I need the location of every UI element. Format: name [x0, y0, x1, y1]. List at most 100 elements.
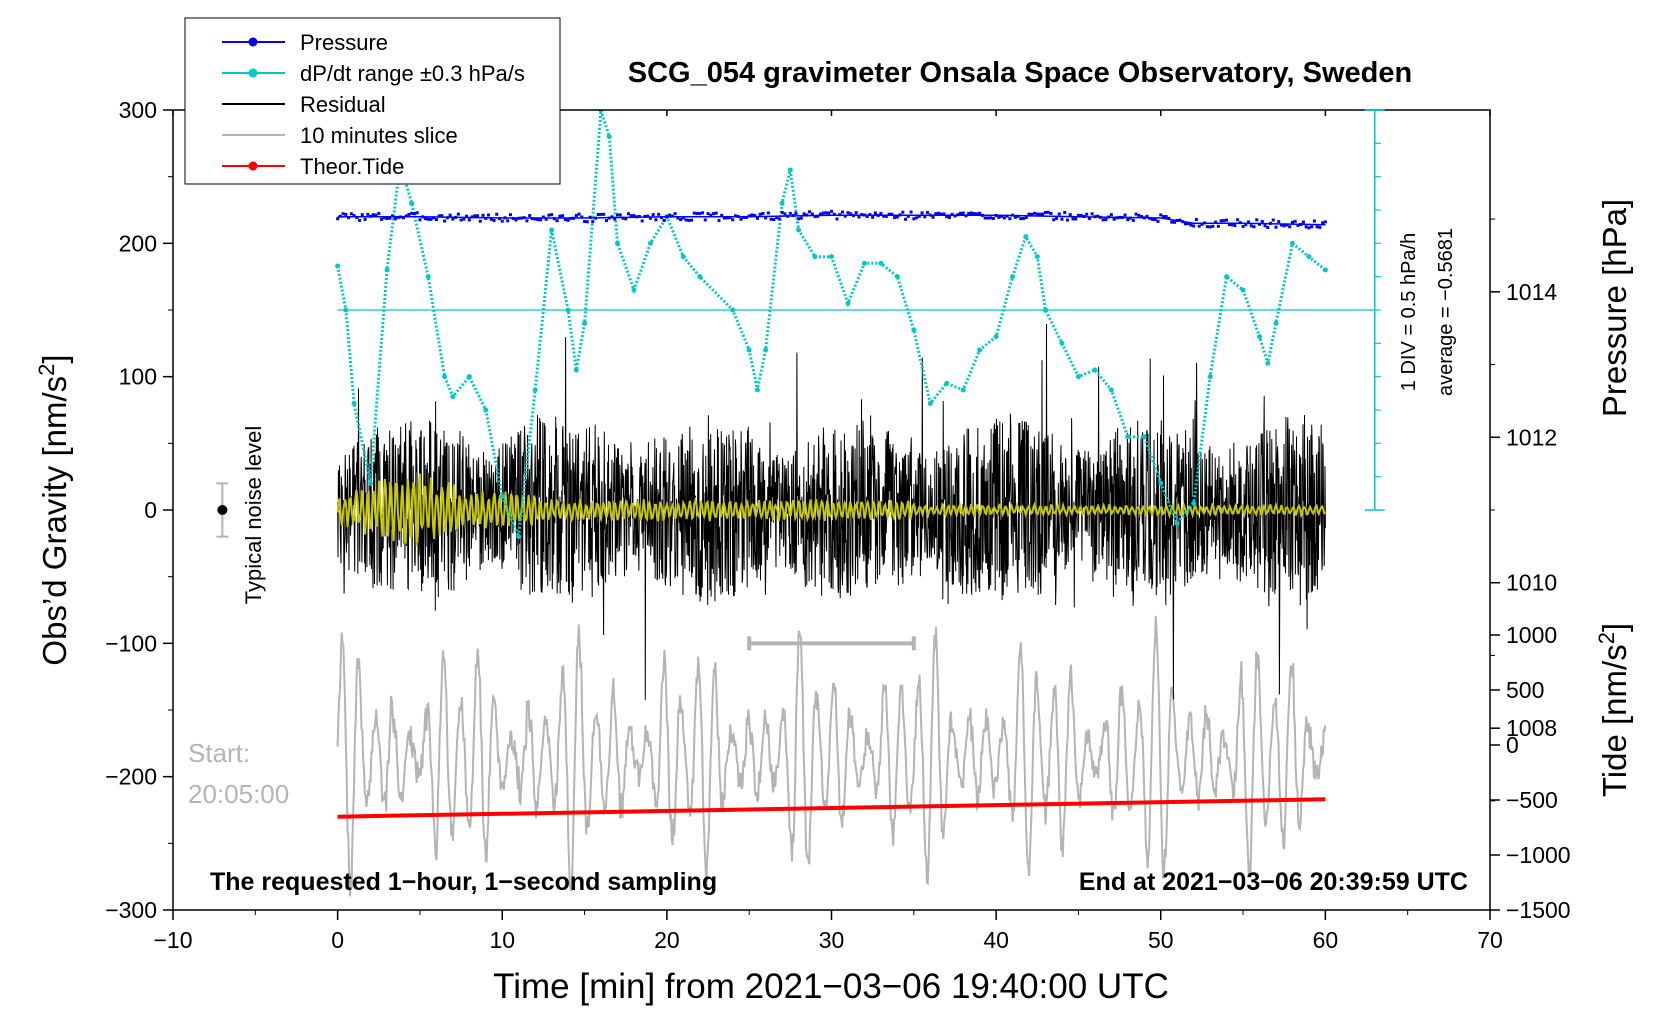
- pressure-point: [1249, 224, 1253, 228]
- pressure-point: [341, 212, 345, 216]
- pressure-point: [692, 211, 696, 215]
- pressure-point: [1192, 224, 1196, 228]
- pressure-point: [437, 214, 441, 218]
- tide-tick-label: 1000: [1506, 622, 1557, 648]
- pressure-point: [1200, 222, 1204, 226]
- pressure-point: [1244, 223, 1248, 227]
- pressure-point: [558, 214, 562, 218]
- pressure-point: [945, 215, 949, 219]
- x-tick-label: 30: [819, 927, 845, 953]
- pressure-point: [451, 217, 455, 221]
- pressure-point: [865, 214, 869, 218]
- pressure-point: [991, 216, 995, 220]
- dpdt-point: [894, 274, 900, 280]
- pressure-point: [868, 213, 872, 217]
- pressure-point: [541, 215, 545, 219]
- pressure-point: [961, 211, 965, 215]
- residual-series-line: [337, 323, 1326, 700]
- pressure-point: [580, 215, 584, 219]
- pressure-tick-label: 1010: [1506, 570, 1557, 596]
- pressure-point: [1255, 218, 1259, 222]
- pressure-point: [895, 215, 899, 219]
- pressure-point: [426, 217, 430, 221]
- pressure-point: [404, 214, 408, 218]
- start-label: Start:: [188, 738, 250, 768]
- pressure-point: [1071, 217, 1075, 221]
- pressure-point: [923, 215, 927, 219]
- pressure-point: [1013, 215, 1017, 219]
- pressure-point: [912, 217, 916, 221]
- pressure-point: [1153, 218, 1157, 222]
- pressure-point: [967, 211, 971, 215]
- noise-level-point: [217, 505, 228, 515]
- dpdt-point: [927, 400, 933, 406]
- pressure-point: [500, 219, 504, 223]
- pressure-point: [1318, 225, 1322, 229]
- pressure-point: [915, 216, 919, 220]
- dpdt-point: [697, 274, 703, 280]
- pressure-point: [890, 212, 894, 216]
- pressure-point: [1002, 216, 1006, 220]
- dpdt-point: [565, 307, 571, 313]
- dpdt-point: [532, 387, 538, 393]
- pressure-point: [349, 212, 353, 216]
- pressure-point: [577, 212, 581, 216]
- legend-label: Pressure: [300, 30, 388, 55]
- dpdt-point: [466, 374, 472, 380]
- x-tick-label: 70: [1477, 927, 1503, 953]
- dpdt-point: [1108, 387, 1114, 393]
- pressure-point: [1054, 216, 1058, 220]
- y-left-main: Obs’d Gravity [nm/s: [36, 376, 73, 666]
- pressure-point: [552, 217, 556, 221]
- pressure-series-line: [337, 214, 1326, 226]
- dpdt-point: [1092, 367, 1098, 373]
- pressure-point: [679, 218, 683, 222]
- pressure-point: [871, 215, 875, 219]
- pressure-point: [1194, 217, 1198, 221]
- legend-marker: [248, 37, 258, 47]
- pressure-point: [772, 217, 776, 221]
- average-label: average = −0.5681: [1435, 228, 1457, 396]
- dpdt-point: [812, 254, 818, 260]
- pressure-point: [525, 219, 529, 223]
- pressure-point: [728, 216, 732, 220]
- pressure-point: [371, 213, 375, 217]
- pressure-point: [1310, 225, 1314, 229]
- pressure-point: [808, 210, 812, 214]
- dpdt-point: [1023, 234, 1029, 240]
- pressure-point: [508, 213, 512, 217]
- y-tick-label: 0: [144, 497, 157, 523]
- pressure-point: [797, 217, 801, 221]
- pressure-point: [1285, 223, 1289, 227]
- pressure-point: [1260, 220, 1264, 224]
- pressure-point: [1178, 218, 1182, 222]
- y-tide-close: ]: [1596, 623, 1633, 632]
- pressure-point: [717, 219, 721, 223]
- pressure-point: [926, 210, 930, 214]
- pressure-point: [481, 213, 485, 217]
- pressure-point: [1315, 225, 1319, 229]
- pressure-point: [887, 212, 891, 216]
- pressure-point: [583, 220, 587, 224]
- pressure-point: [714, 211, 718, 215]
- pressure-point: [1156, 219, 1160, 223]
- pressure-point: [1151, 217, 1155, 221]
- dpdt-point: [335, 263, 341, 269]
- x-tick-label: 0: [331, 927, 344, 953]
- dpdt-point: [1075, 374, 1081, 380]
- pressure-point: [733, 214, 737, 218]
- dpdt-point: [549, 227, 555, 233]
- dpdt-point: [911, 327, 917, 333]
- clipped-data: [335, 110, 1375, 897]
- pressure-point: [753, 214, 757, 218]
- pressure-point: [731, 218, 735, 222]
- pressure-point: [1233, 224, 1237, 228]
- pressure-point: [1274, 225, 1278, 229]
- pressure-point: [1134, 212, 1138, 216]
- x-tick-label: 20: [654, 927, 680, 953]
- pressure-point: [1044, 210, 1048, 214]
- dpdt-point: [977, 347, 983, 353]
- pressure-point: [1022, 217, 1026, 221]
- pressure-point: [533, 217, 537, 221]
- dpdt-point: [483, 407, 489, 413]
